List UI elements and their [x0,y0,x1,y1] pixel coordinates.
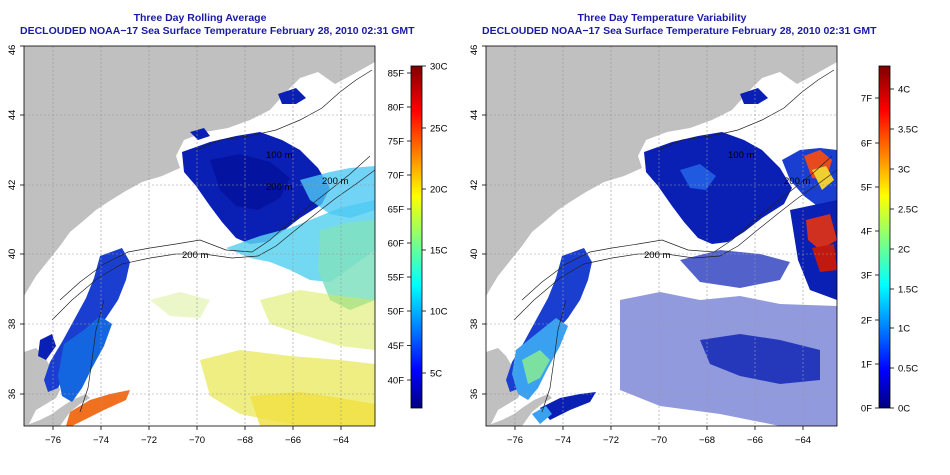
y-tick-label: 38 [7,319,18,330]
colorbar-label-f: 85F [388,69,405,80]
colorbar-label-c: 25C [430,124,448,135]
panel2-colorbar-ramp [878,65,891,409]
colorbar-label-f: 65F [388,205,405,216]
panel1-frame [23,45,376,427]
colorbar-label-f: 3F [861,271,872,282]
y-tick-label: 40 [7,249,18,260]
colorbar-label-f: 7F [861,94,872,105]
colorbar-label-c: 4C [898,85,910,96]
x-tick-label: −64 [333,435,349,446]
x-tick-label: −68 [699,435,715,446]
colorbar-label-c: 0C [898,404,910,415]
x-tick-label: −70 [189,435,205,446]
colorbar-label-c: 3.5C [898,125,918,136]
y-tick-label: 38 [469,319,480,330]
panel1-map: 100 m 200 m 200 m 200 m [24,46,375,426]
panel2-title-line2: DECLOUDED NOAA−17 Sea Surface Temperatur… [482,25,877,37]
panel1-contour-label: 200 m [266,182,292,193]
colorbar-label-f: 75F [388,137,405,148]
colorbar-label-c: 15C [430,246,448,257]
x-tick-label: −66 [285,435,301,446]
colorbar-label-f: 1F [861,360,872,371]
panel2-title: Three Day Temperature Variability DECLOU… [482,12,877,38]
colorbar-label-f: 6F [861,139,872,150]
x-tick-label: −72 [603,435,619,446]
panel2-title-line1: Three Day Temperature Variability [577,12,747,24]
y-tick-label: 40 [469,249,480,260]
panel2-contour-label: 100 m [728,150,754,161]
colorbar-label-c: 0.5C [898,364,918,375]
panel1-gridlines [24,46,375,426]
panel2-frame [485,45,838,427]
x-tick-label: −76 [45,435,61,446]
panel2-y-axis: 36 38 40 42 44 46 [469,45,486,400]
colorbar-label-f: 4F [861,227,872,238]
panel1-contours [51,69,375,413]
panel2-contours [513,69,837,413]
colorbar-label-c: 1.5C [898,285,918,296]
y-tick-label: 44 [469,110,480,121]
y-tick-label: 42 [469,180,480,191]
colorbar-label-c: 1C [898,324,910,335]
panel1-title: Three Day Rolling Average DECLOUDED NOAA… [20,12,415,38]
panel1-y-axis: 36 38 40 42 44 46 [7,45,24,400]
x-tick-label: −74 [555,435,571,446]
colorbar-label-f: 80F [388,103,405,114]
panel1-x-axis: −76 −74 −72 −70 −68 −66 −64 [45,426,349,446]
panel2-land [486,46,837,426]
panel2-gridlines [486,46,837,426]
y-tick-label: 46 [7,45,18,56]
y-tick-label: 36 [469,389,480,400]
colorbar-label-f: 0F [861,404,872,415]
colorbar-label-f: 40F [388,376,405,387]
colorbar-label-f: 45F [388,341,405,352]
colorbar-label-c: 5C [430,369,442,380]
colorbar-label-c: 3C [898,165,910,176]
colorbar-label-c: 2C [898,245,910,256]
colorbar-label-f: 55F [388,273,405,284]
x-tick-label: −74 [93,435,109,446]
panel2-contour-labels: 100 m 200 m 200 m [644,150,810,261]
colorbar-label-c: 30C [430,62,448,73]
colorbar-label-c: 20C [430,185,448,196]
colorbar-label-c: 10C [430,307,448,318]
x-tick-label: −68 [237,435,253,446]
panel1-colorbar-ramp [410,65,423,409]
colorbar-label-f: 5F [861,183,872,194]
panel1-warm-water [66,166,375,426]
x-tick-label: −66 [747,435,763,446]
panel2-contour-label: 200 m [784,176,810,187]
y-tick-label: 46 [469,45,480,56]
panel1-contour-label: 200 m [182,250,208,261]
colorbar-label-f: 2F [861,316,872,327]
colorbar-label-f: 70F [388,171,405,182]
colorbar-label-f: 60F [388,239,405,250]
panel1-colorbar: 40F 45F 50F 55F 60F 65F 70F 75F 80F 85F … [388,62,448,409]
x-tick-label: −72 [141,435,157,446]
panel1-land [24,46,375,426]
panel1-title-line2: DECLOUDED NOAA−17 Sea Surface Temperatur… [20,25,415,37]
panel1-contour-label: 200 m [322,176,348,187]
panel2-map: 100 m 200 m 200 m [486,46,837,426]
panel1-title-line1: Three Day Rolling Average [133,12,267,24]
y-tick-label: 42 [7,180,18,191]
colorbar-label-f: 50F [388,307,405,318]
panel1-contour-labels: 100 m 200 m 200 m 200 m [182,150,348,261]
x-tick-label: −70 [651,435,667,446]
y-tick-label: 44 [7,110,18,121]
panel2-contour-label: 200 m [644,250,670,261]
panel1-contour-label: 100 m [266,150,292,161]
panel2-colorbar: 0F 1F 2F 3F 4F 5F 6F 7F 0C 0.5C 1C 1.5C … [861,65,918,415]
x-tick-label: −64 [795,435,811,446]
colorbar-label-c: 2.5C [898,205,918,216]
y-tick-label: 36 [7,389,18,400]
x-tick-label: −76 [507,435,523,446]
panel2-x-axis: −76 −74 −72 −70 −68 −66 −64 [507,426,811,446]
